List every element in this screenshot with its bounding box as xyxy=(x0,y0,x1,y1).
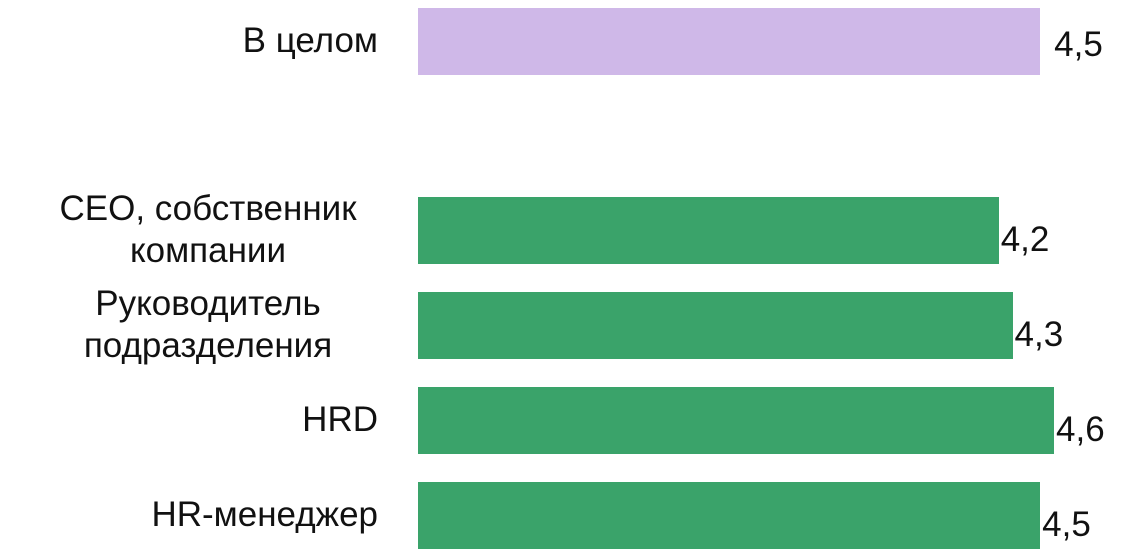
value-label: 4,3 xyxy=(1014,315,1064,354)
category-text: HR-менеджер xyxy=(151,495,378,534)
category-label: Руководитель подразделения xyxy=(38,283,378,367)
category-label: В целом xyxy=(243,20,378,62)
value-label: 4,6 xyxy=(1056,410,1105,449)
value-label: 4,5 xyxy=(1042,505,1091,544)
category-text: В целом xyxy=(242,21,378,60)
bar xyxy=(418,196,999,264)
category-text: Руководитель подразделения xyxy=(83,284,333,365)
category-label: HRD xyxy=(302,399,378,441)
category-label: СЕО, собственник компании xyxy=(38,188,378,272)
value-label: 4,2 xyxy=(1000,220,1050,259)
category-text: HRD xyxy=(302,400,378,439)
bar xyxy=(418,7,1041,75)
category-text: СЕО, собственник компании xyxy=(59,189,357,270)
category-label: HR-менеджер xyxy=(151,494,378,536)
bar xyxy=(418,481,1041,549)
value-label: 4,5 xyxy=(1054,25,1103,64)
bar xyxy=(418,386,1054,454)
bar xyxy=(418,291,1013,359)
